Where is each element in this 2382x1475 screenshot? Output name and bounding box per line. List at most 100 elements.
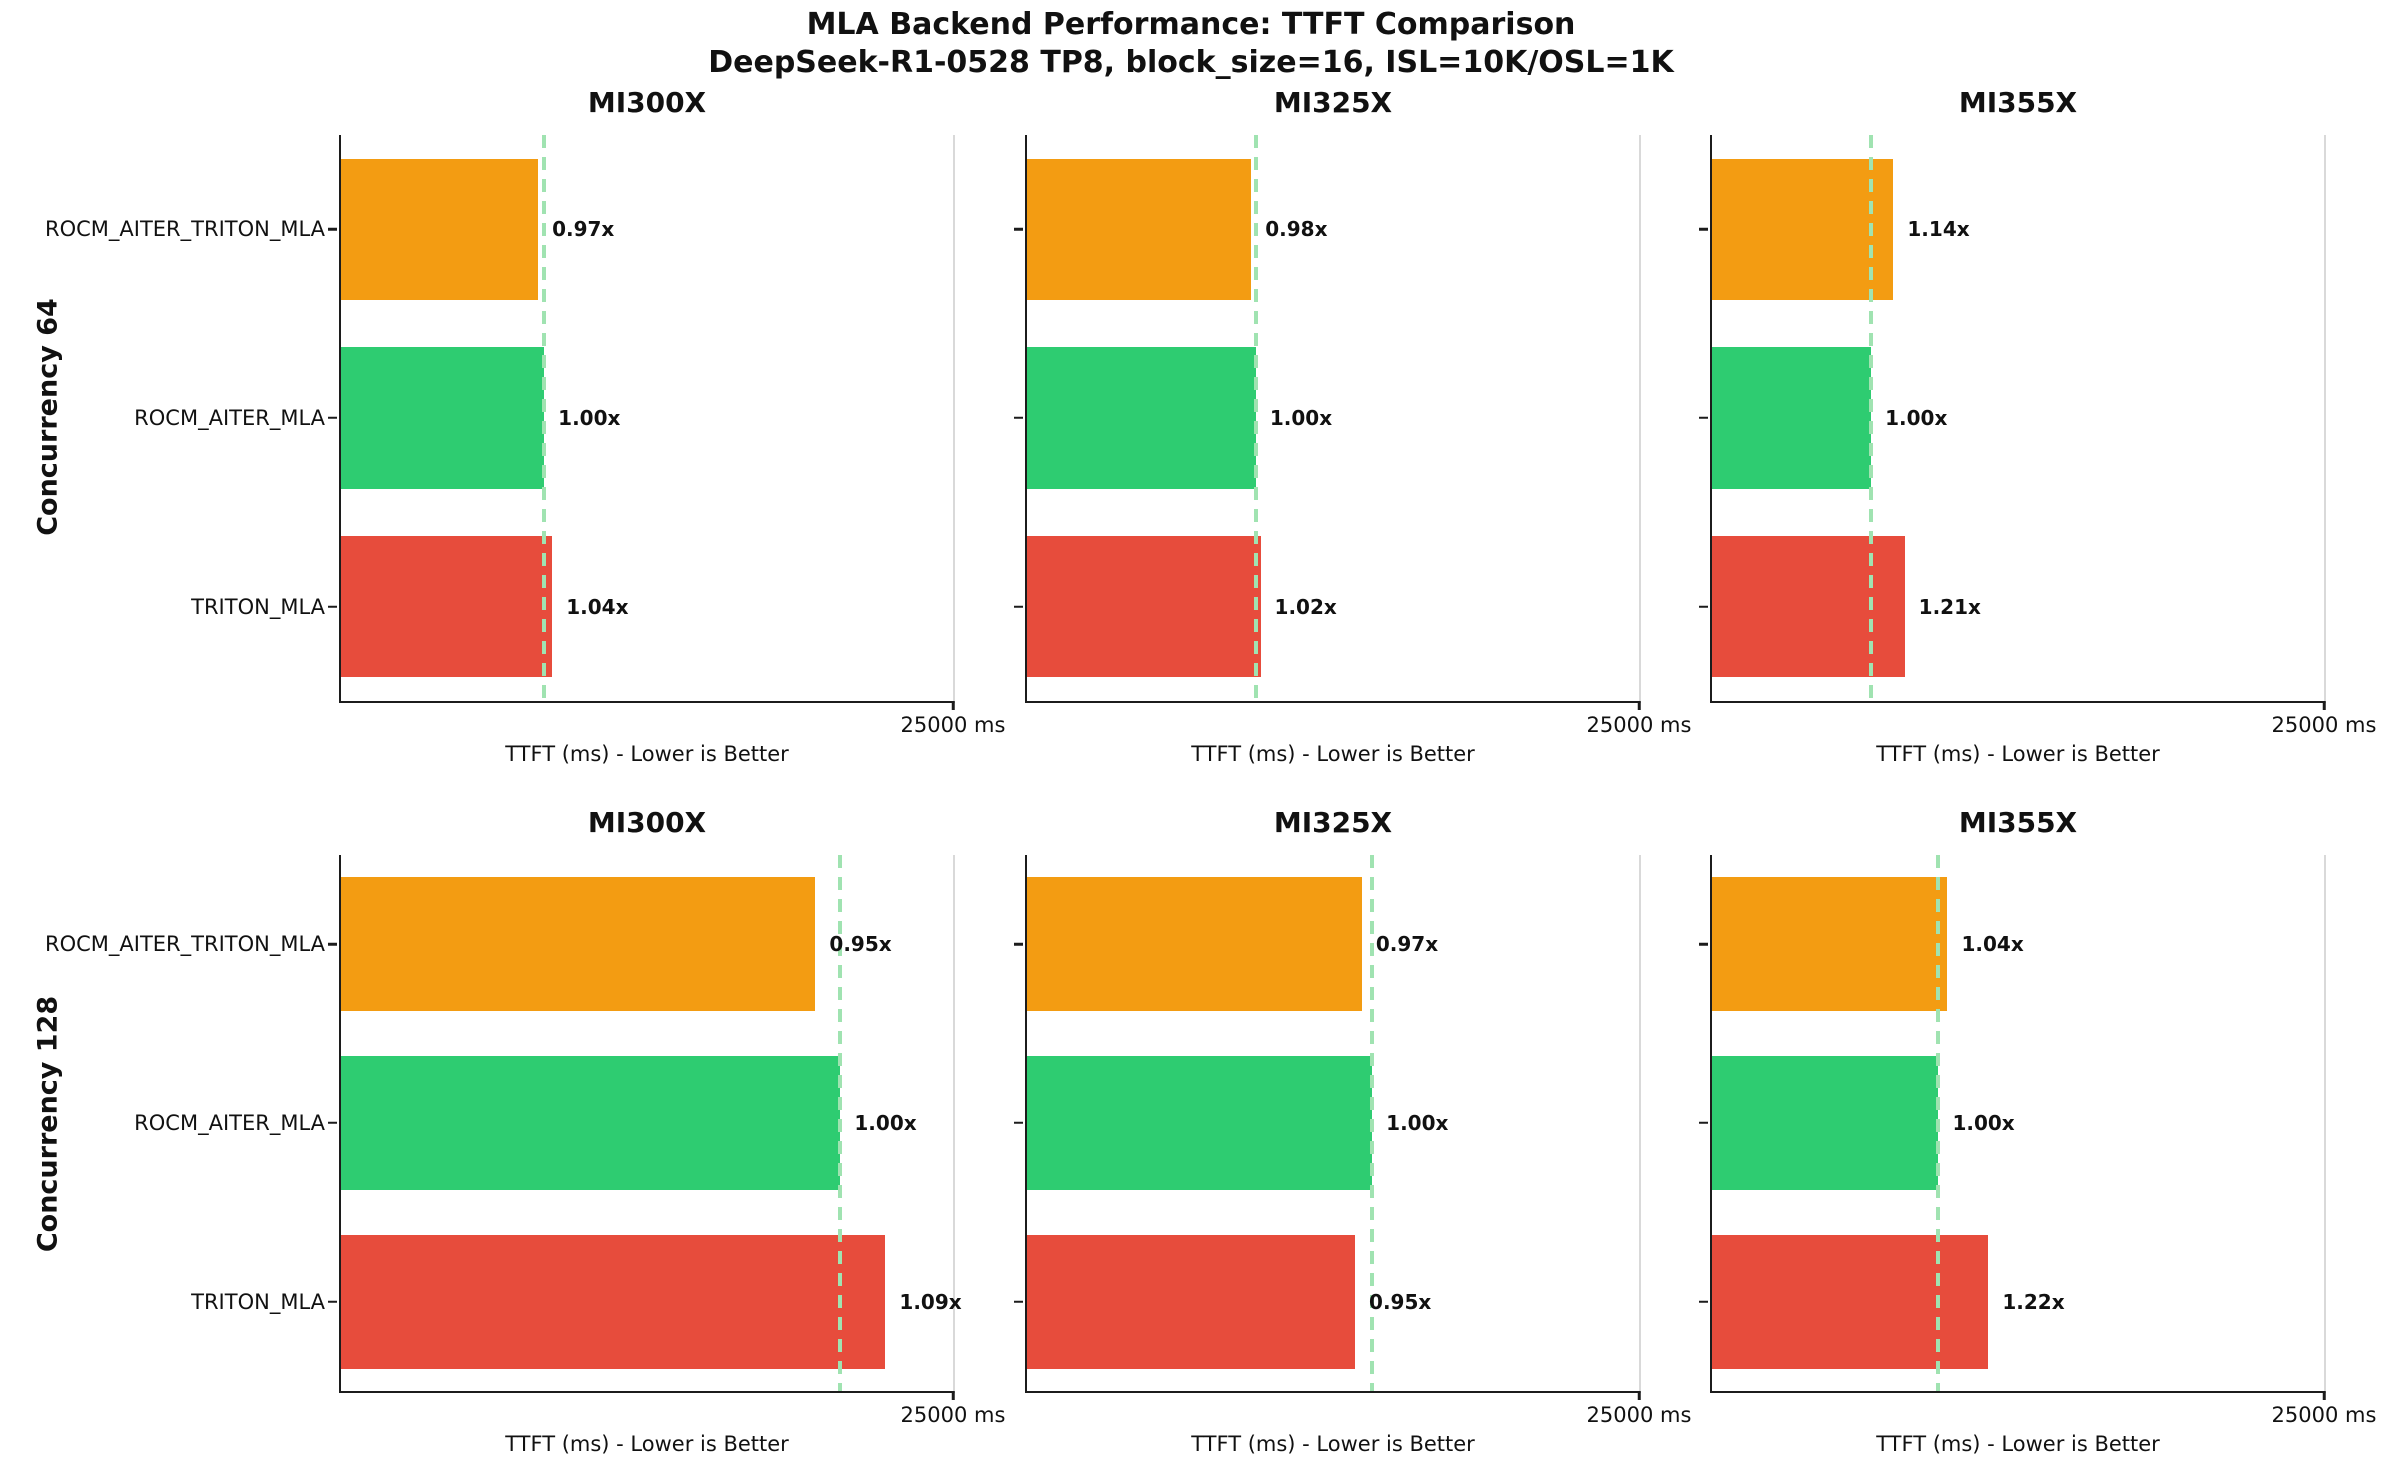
subplot-conc64-mi355x: MI355X 1.14x 1.00x 1.21x 25000 ms TTFT (…	[1699, 86, 2376, 766]
x-tick-label: 25000 ms	[2271, 713, 2377, 737]
bar-value-label: 1.00x	[558, 405, 621, 430]
bar-value-label: 0.98x	[1265, 217, 1328, 242]
y-tick	[1014, 605, 1023, 608]
y-tick	[1699, 228, 1708, 231]
bar-value-label: 1.00x	[1386, 1110, 1449, 1135]
bar-rocm-aiter-mla	[341, 347, 545, 489]
subplot-title: MI325X	[1273, 86, 1393, 119]
y-tick	[328, 1300, 337, 1303]
bar-value-label: 0.97x	[1375, 932, 1439, 957]
x-tick-label: 25000 ms	[900, 713, 1006, 737]
bar-triton-mla	[1712, 1234, 1989, 1369]
bar-row: 1.00x	[1699, 324, 2324, 513]
reference-line	[1370, 855, 1375, 1391]
x-tick	[1637, 1391, 1641, 1400]
bar-value-label: 1.00x	[1269, 405, 1333, 430]
y-tick	[1699, 416, 1708, 420]
x-axis-label: TTFT (ms) - Lower is Better	[1191, 742, 1475, 766]
row-label-concurrency-128: Concurrency 128	[32, 995, 64, 1253]
y-axis-label: ROCM_AITER_TRITON_MLA	[45, 932, 325, 957]
y-tick	[1014, 1121, 1023, 1125]
subplot-title: MI355X	[1958, 806, 2078, 839]
subplot-title: MI300X	[587, 806, 707, 839]
bar-value-label: 1.02x	[1274, 594, 1337, 619]
bar-rocm-aiter-triton-mla	[1712, 158, 1894, 301]
x-tick	[2322, 701, 2326, 710]
plot-area: 0.98x 1.00x 1.02x 25000 ms TTFT (ms) - L…	[1014, 135, 1691, 766]
bar-row: TRITON_MLA 1.04x	[191, 512, 953, 701]
plot-area: 1.04x 1.00x 1.22x 25000 ms TTFT (ms) - L…	[1699, 855, 2376, 1456]
subplot-title: MI300X	[587, 86, 707, 119]
reference-line	[1253, 135, 1258, 701]
bar-row: 1.02x	[1014, 512, 1639, 701]
y-tick	[328, 416, 337, 420]
y-axis-label: ROCM_AITER_MLA	[134, 1110, 325, 1135]
bar-value-label: 1.00x	[854, 1110, 917, 1135]
x-axis-label: TTFT (ms) - Lower is Better	[1191, 1432, 1475, 1456]
y-tick	[1699, 1300, 1708, 1303]
bar-value-label: 1.00x	[1885, 405, 1948, 430]
y-tick	[1699, 605, 1708, 608]
bar-value-label: 0.95x	[829, 932, 892, 957]
x-axis-label: TTFT (ms) - Lower is Better	[505, 1432, 789, 1456]
y-tick	[328, 228, 337, 231]
bar-row: 1.21x	[1699, 512, 2324, 701]
bar-value-label: 1.21x	[1918, 594, 1981, 619]
bar-value-label: 1.14x	[1907, 217, 1970, 242]
bar-value-label: 1.22x	[2002, 1289, 2065, 1314]
bar-triton-mla	[341, 1234, 886, 1369]
bar-rocm-aiter-mla	[1027, 1055, 1373, 1190]
x-tick	[951, 1391, 955, 1400]
plot-area: 1.14x 1.00x 1.21x 25000 ms TTFT (ms) - L…	[1699, 135, 2376, 766]
subplot-conc128-mi355x: MI355X 1.04x 1.00x 1.22x 25000 ms TTFT (…	[1699, 806, 2376, 1456]
bar-row: 1.04x	[1699, 855, 2324, 1034]
x-tick-label: 25000 ms	[2271, 1403, 2377, 1427]
y-tick	[1014, 1300, 1023, 1303]
y-tick	[1014, 943, 1023, 946]
figure-title-line1: MLA Backend Performance: TTFT Comparison	[806, 7, 1576, 42]
bar-triton-mla	[1027, 535, 1261, 678]
reference-line	[1869, 135, 1874, 701]
bar-row: ROCM_AITER_MLA 1.00x	[134, 1034, 953, 1213]
bar-value-label: 1.04x	[1961, 932, 2024, 957]
bar-value-label: 1.09x	[899, 1289, 962, 1314]
bar-row: 1.00x	[1014, 1034, 1639, 1213]
bar-rocm-aiter-triton-mla	[1027, 877, 1362, 1012]
bar-triton-mla	[341, 535, 553, 678]
x-tick	[2322, 1391, 2326, 1400]
reference-line	[542, 135, 547, 701]
y-tick	[1699, 1121, 1708, 1125]
subplot-title: MI325X	[1273, 806, 1393, 839]
bar-rocm-aiter-triton-mla	[341, 158, 539, 301]
y-tick	[1014, 416, 1023, 420]
subplot-conc64-mi325x: MI325X 0.98x 1.00x 1.02x 25000 ms TTFT (…	[1014, 86, 1691, 766]
bar-value-label: 0.97x	[552, 217, 615, 242]
bar-row: 0.97x	[1014, 855, 1639, 1034]
bar-row: 1.00x	[1014, 324, 1639, 513]
y-axis-label: TRITON_MLA	[191, 1289, 325, 1314]
plot-area: ROCM_AITER_TRITON_MLA 0.95x ROCM_AITER_M…	[45, 855, 1005, 1456]
bar-row: TRITON_MLA 1.09x	[191, 1212, 962, 1391]
y-axis-label: TRITON_MLA	[191, 594, 325, 619]
figure-title-line2: DeepSeek-R1-0528 TP8, block_size=16, ISL…	[708, 45, 1674, 80]
bar-row: 1.14x	[1699, 135, 2324, 324]
x-tick-label: 25000 ms	[900, 1403, 1006, 1427]
bar-triton-mla	[1027, 1234, 1356, 1369]
bar-row: 0.98x	[1014, 135, 1639, 324]
y-tick	[328, 943, 337, 946]
bar-row: 1.00x	[1699, 1034, 2324, 1213]
plot-area: 0.97x 1.00x 0.95x 25000 ms TTFT (ms) - L…	[1014, 855, 1691, 1456]
y-tick	[1699, 943, 1708, 946]
bar-rocm-aiter-mla	[1712, 1055, 1939, 1190]
x-axis-label: TTFT (ms) - Lower is Better	[1876, 1432, 2160, 1456]
bar-triton-mla	[1712, 535, 1905, 678]
subplot-conc128-mi300x: MI300X ROCM_AITER_TRITON_MLA 0.95x ROCM_…	[45, 806, 1005, 1456]
bar-row: ROCM_AITER_TRITON_MLA 0.97x	[45, 135, 953, 324]
reference-line	[838, 855, 843, 1391]
subplot-conc128-mi325x: MI325X 0.97x 1.00x 0.95x 25000 ms TTFT (…	[1014, 806, 1691, 1456]
bar-rocm-aiter-mla	[1712, 347, 1872, 489]
x-tick	[1637, 701, 1641, 710]
bar-rocm-aiter-triton-mla	[1027, 158, 1252, 301]
bar-row: 1.22x	[1699, 1212, 2324, 1391]
plot-area: ROCM_AITER_TRITON_MLA 0.97x ROCM_AITER_M…	[45, 135, 1005, 766]
